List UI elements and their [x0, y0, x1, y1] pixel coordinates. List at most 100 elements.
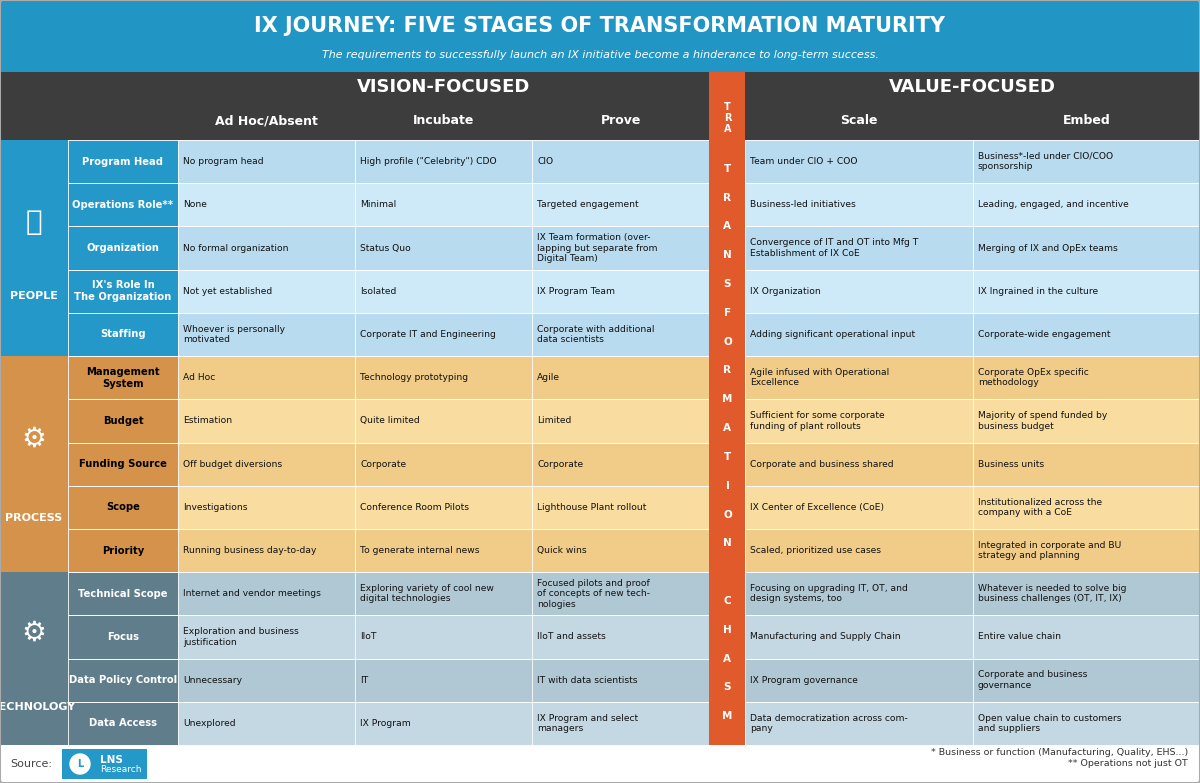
- Bar: [533, 702, 709, 745]
- Text: A: A: [724, 654, 732, 663]
- Text: IX Program Team: IX Program Team: [538, 287, 616, 296]
- Text: Limited: Limited: [538, 417, 571, 425]
- Bar: [0, 140, 68, 356]
- Bar: [68, 442, 178, 485]
- Text: O: O: [724, 337, 732, 347]
- Text: Quite limited: Quite limited: [360, 417, 420, 425]
- Bar: [709, 102, 745, 140]
- Text: Technical Scope: Technical Scope: [78, 589, 168, 599]
- Text: Corporate and business shared: Corporate and business shared: [750, 460, 894, 468]
- Text: H: H: [724, 625, 732, 635]
- Bar: [0, 745, 1200, 783]
- Bar: [355, 183, 533, 226]
- Text: IX Center of Excellence (CoE): IX Center of Excellence (CoE): [750, 503, 884, 512]
- Text: Data democratization across com-
pany: Data democratization across com- pany: [750, 713, 908, 733]
- Bar: [178, 313, 355, 356]
- Bar: [533, 529, 709, 572]
- Bar: [533, 140, 709, 183]
- Bar: [533, 183, 709, 226]
- Text: ** Operations not just OT: ** Operations not just OT: [1068, 759, 1188, 768]
- Bar: [0, 102, 1200, 140]
- Text: Lighthouse Plant rollout: Lighthouse Plant rollout: [538, 503, 647, 512]
- Text: Unexplored: Unexplored: [182, 719, 235, 728]
- Text: Off budget diversions: Off budget diversions: [182, 460, 282, 468]
- Bar: [178, 269, 355, 313]
- Text: Convergence of IT and OT into Mfg T
Establishment of IX CoE: Convergence of IT and OT into Mfg T Esta…: [750, 238, 919, 258]
- Text: A: A: [724, 222, 732, 232]
- Text: Agile infused with Operational
Excellence: Agile infused with Operational Excellenc…: [750, 368, 889, 388]
- Bar: [178, 572, 355, 615]
- Bar: [178, 356, 355, 399]
- Bar: [0, 72, 1200, 102]
- Bar: [178, 442, 355, 485]
- Text: IIoT: IIoT: [360, 633, 377, 641]
- Bar: [973, 183, 1200, 226]
- Text: Sufficient for some corporate
funding of plant rollouts: Sufficient for some corporate funding of…: [750, 411, 886, 431]
- Text: C: C: [724, 596, 731, 606]
- Text: F: F: [724, 308, 731, 318]
- Text: Isolated: Isolated: [360, 287, 396, 296]
- Text: Corporate with additional
data scientists: Corporate with additional data scientist…: [538, 325, 655, 345]
- Bar: [745, 269, 973, 313]
- Text: N: N: [724, 539, 732, 548]
- Text: IX JOURNEY: FIVE STAGES OF TRANSFORMATION MATURITY: IX JOURNEY: FIVE STAGES OF TRANSFORMATIO…: [254, 16, 946, 36]
- Bar: [745, 226, 973, 269]
- Text: Staffing: Staffing: [100, 330, 146, 340]
- Text: Exploring variety of cool new
digital technologies: Exploring variety of cool new digital te…: [360, 584, 494, 604]
- Text: Ad Hoc/Absent: Ad Hoc/Absent: [215, 114, 318, 128]
- Text: VALUE-FOCUSED: VALUE-FOCUSED: [889, 78, 1056, 96]
- Text: Corporate IT and Engineering: Corporate IT and Engineering: [360, 330, 496, 339]
- Bar: [68, 356, 178, 399]
- Text: No formal organization: No formal organization: [182, 244, 288, 253]
- Bar: [68, 615, 178, 659]
- Text: Minimal: Minimal: [360, 200, 396, 209]
- Bar: [68, 572, 178, 615]
- Bar: [178, 529, 355, 572]
- Bar: [0, 0, 1200, 72]
- Bar: [178, 226, 355, 269]
- Text: 👤: 👤: [25, 208, 42, 236]
- Text: N: N: [724, 251, 732, 260]
- Text: R: R: [724, 114, 731, 123]
- Text: * Business or function (Manufacturing, Quality, EHS...): * Business or function (Manufacturing, Q…: [931, 748, 1188, 757]
- Text: Leading, engaged, and incentive: Leading, engaged, and incentive: [978, 200, 1128, 209]
- Text: Open value chain to customers
and suppliers: Open value chain to customers and suppli…: [978, 713, 1121, 733]
- Bar: [973, 140, 1200, 183]
- Text: ⚙: ⚙: [22, 424, 47, 452]
- Text: Business-led initiatives: Business-led initiatives: [750, 200, 856, 209]
- Text: PROCESS: PROCESS: [5, 513, 62, 523]
- Text: T: T: [724, 164, 731, 174]
- Text: High profile ("Celebrity") CDO: High profile ("Celebrity") CDO: [360, 157, 497, 166]
- Bar: [178, 659, 355, 702]
- Bar: [178, 702, 355, 745]
- Text: Entire value chain: Entire value chain: [978, 633, 1061, 641]
- Bar: [533, 269, 709, 313]
- Bar: [533, 659, 709, 702]
- Text: Corporate OpEx specific
methodology: Corporate OpEx specific methodology: [978, 368, 1088, 388]
- Text: Corporate: Corporate: [538, 460, 583, 468]
- Text: IX Team formation (over-
lapping but separate from
Digital Team): IX Team formation (over- lapping but sep…: [538, 233, 658, 263]
- Text: IT with data scientists: IT with data scientists: [538, 676, 637, 684]
- Text: IX Program: IX Program: [360, 719, 410, 728]
- Text: Budget: Budget: [103, 416, 143, 426]
- Text: Corporate-wide engagement: Corporate-wide engagement: [978, 330, 1110, 339]
- Text: IIoT and assets: IIoT and assets: [538, 633, 606, 641]
- Bar: [355, 659, 533, 702]
- Bar: [709, 102, 745, 140]
- Text: Corporate and business
governance: Corporate and business governance: [978, 670, 1087, 690]
- Text: Program Head: Program Head: [83, 157, 163, 167]
- Bar: [745, 615, 973, 659]
- Text: PEOPLE: PEOPLE: [10, 290, 58, 301]
- Text: Not yet established: Not yet established: [182, 287, 272, 296]
- Bar: [709, 72, 745, 102]
- Text: LNS: LNS: [100, 755, 122, 765]
- Bar: [973, 356, 1200, 399]
- Bar: [533, 356, 709, 399]
- Text: Manufacturing and Supply Chain: Manufacturing and Supply Chain: [750, 633, 901, 641]
- Text: Status Quo: Status Quo: [360, 244, 410, 253]
- Text: Institutionalized across the
company with a CoE: Institutionalized across the company wit…: [978, 498, 1102, 517]
- Bar: [973, 485, 1200, 529]
- Text: Scaled, prioritized use cases: Scaled, prioritized use cases: [750, 546, 882, 555]
- Text: Prove: Prove: [601, 114, 641, 128]
- Bar: [68, 140, 178, 183]
